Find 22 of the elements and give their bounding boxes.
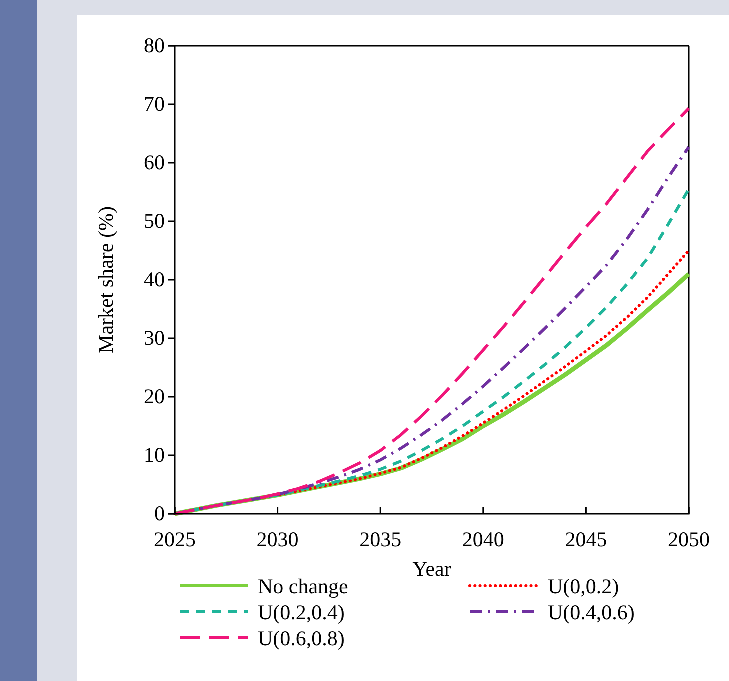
x-tick-label: 2045 <box>565 527 608 552</box>
x-tick-label: 2025 <box>154 527 196 552</box>
y-axis-title: Market share (%) <box>94 206 118 354</box>
legend-label: No change <box>258 574 348 598</box>
y-tick-label: 10 <box>144 443 165 468</box>
legend-label: U(0,0.2) <box>548 574 620 598</box>
x-axis-title: Year <box>412 557 452 581</box>
y-tick-label: 20 <box>144 384 165 409</box>
y-tick-label: 40 <box>144 268 165 292</box>
y-tick-label: 50 <box>144 209 165 234</box>
x-tick-label: 2050 <box>668 527 710 552</box>
y-tick-label: 80 <box>144 34 165 58</box>
y-tick-label: 0 <box>154 502 165 526</box>
y-tick-label: 70 <box>144 92 165 116</box>
legend-label: U(0.2,0.4) <box>258 600 345 624</box>
legend-label: U(0.4,0.6) <box>548 600 635 624</box>
x-tick-label: 2040 <box>462 527 504 552</box>
legend-label: U(0.6,0.8) <box>258 626 345 650</box>
y-tick-label: 60 <box>144 150 165 175</box>
x-tick-label: 2035 <box>360 527 402 552</box>
x-tick-label: 2030 <box>256 527 299 552</box>
y-tick-label: 30 <box>144 326 165 350</box>
